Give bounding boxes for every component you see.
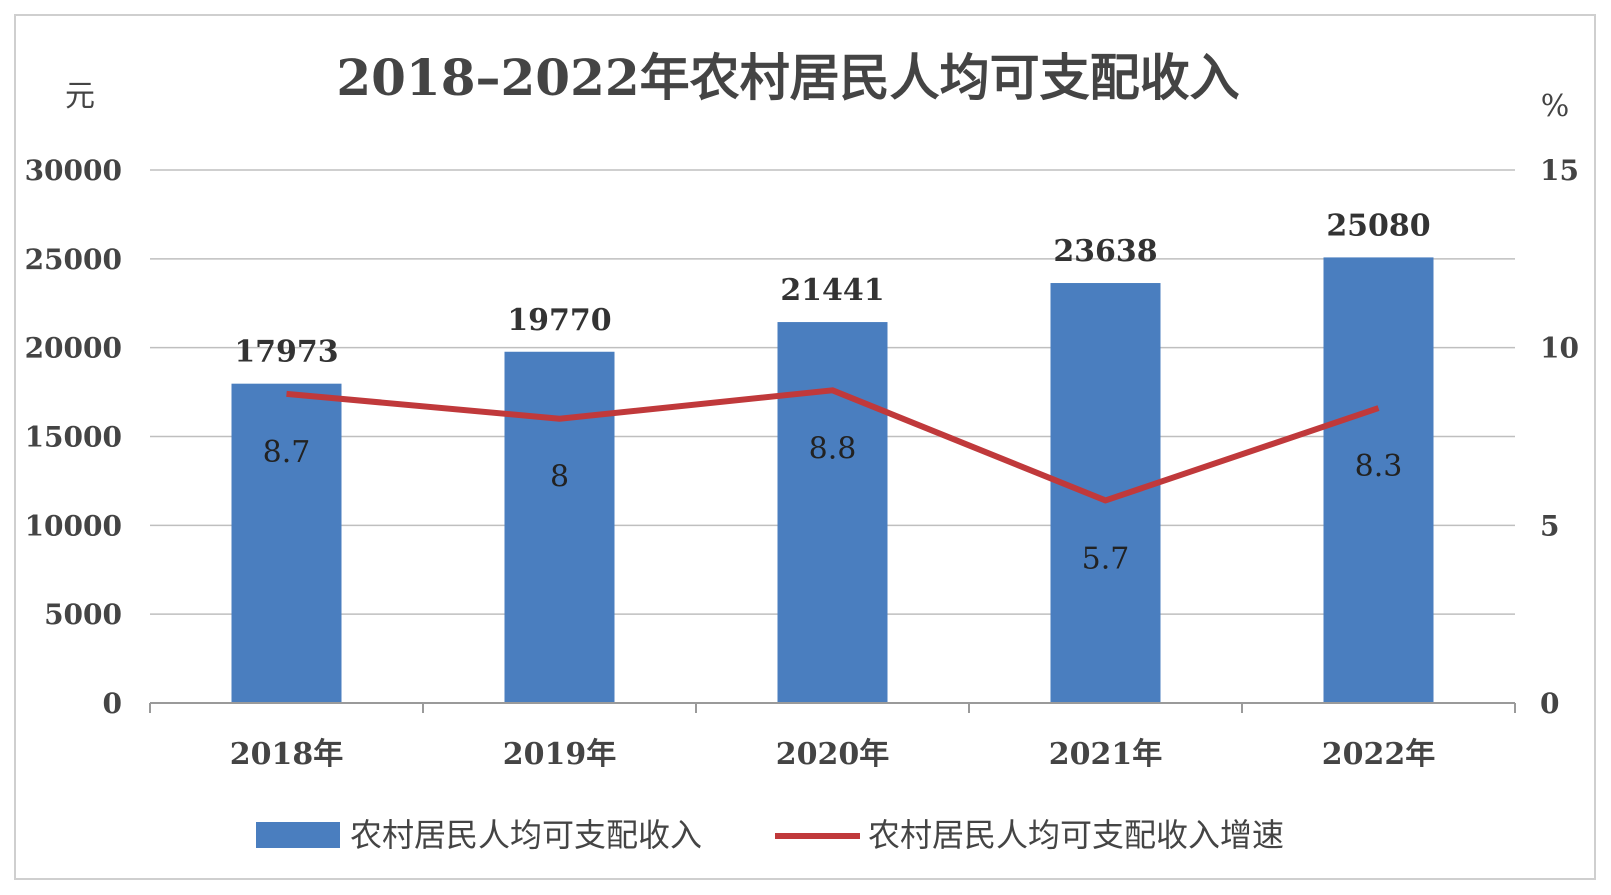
bar-series (231, 257, 1434, 703)
category-label: 2018年 (230, 737, 344, 772)
left-tick-label: 15000 (25, 421, 122, 454)
right-tick-label: 5 (1540, 509, 1559, 542)
bar (1050, 283, 1161, 703)
category-label: 2022年 (1322, 737, 1436, 772)
line-series (286, 387, 1380, 504)
growth-rate-line (286, 387, 1380, 504)
left-tick-label: 10000 (25, 509, 122, 542)
line-value-label: 8 (550, 460, 569, 495)
right-tick-label: 10 (1540, 332, 1579, 365)
bar-value-label: 21441 (780, 273, 884, 308)
right-tick-label: 0 (1540, 687, 1559, 720)
bar (231, 383, 342, 703)
category-label: 2020年 (776, 737, 890, 772)
left-axis-unit: 元 (65, 79, 95, 114)
bar-value-label: 19770 (507, 303, 611, 338)
legend-bar-swatch (256, 822, 340, 848)
left-tick-label: 20000 (25, 332, 122, 365)
chart-title: 2018–2022年农村居民人均可支配收入 (336, 48, 1239, 107)
gridlines (150, 169, 1515, 615)
left-tick-label: 0 (103, 687, 122, 720)
right-axis-ticks: 0 5 10 15 (1540, 154, 1579, 720)
legend: 农村居民人均可支配收入 农村居民人均可支配收入增速 (256, 816, 1284, 854)
legend-line-label: 农村居民人均可支配收入增速 (868, 816, 1284, 854)
bar (1323, 257, 1434, 703)
bar-value-label: 25080 (1326, 208, 1430, 243)
line-value-label: 8.8 (809, 431, 857, 466)
line-value-labels: 8.7 8 8.8 5.7 8.3 (263, 431, 1403, 576)
left-axis-ticks: 0 5000 10000 15000 20000 25000 30000 (25, 154, 122, 720)
bar-value-label: 23638 (1053, 234, 1157, 269)
category-label: 2021年 (1049, 737, 1163, 772)
left-tick-label: 30000 (25, 154, 122, 187)
line-value-label: 5.7 (1082, 541, 1130, 576)
legend-bar-label: 农村居民人均可支配收入 (350, 816, 702, 854)
bar (777, 322, 888, 703)
bar-value-label: 17973 (234, 335, 338, 370)
left-tick-label: 5000 (44, 598, 122, 631)
line-value-label: 8.3 (1355, 449, 1403, 484)
bar-value-labels: 17973 19770 21441 23638 25080 (234, 208, 1430, 369)
category-labels: 2018年 2019年 2020年 2021年 2022年 (230, 737, 1436, 772)
x-axis (149, 702, 1516, 713)
bar (504, 351, 615, 703)
right-axis-unit: % (1541, 89, 1570, 124)
category-label: 2019年 (503, 737, 617, 772)
line-value-label: 8.7 (263, 435, 311, 470)
right-tick-label: 15 (1540, 154, 1579, 187)
left-tick-label: 25000 (25, 243, 122, 276)
